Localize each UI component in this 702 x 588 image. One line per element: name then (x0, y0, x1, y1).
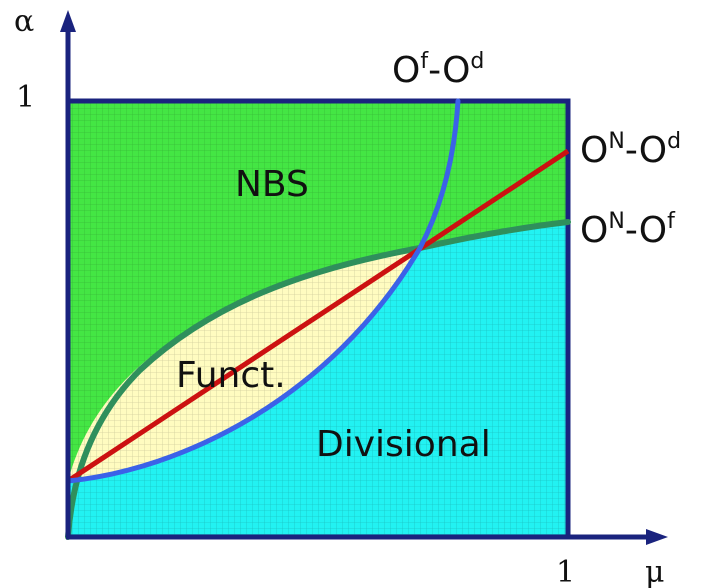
on-of-curve (65, 219, 571, 540)
on-of-label: ON-Of (580, 209, 676, 251)
x-axis-arrow (646, 529, 668, 545)
axes-group (60, 10, 668, 545)
x-axis-symbol: μ (645, 555, 665, 588)
functional-label: Funct. (176, 355, 286, 396)
on-od-label: ON-Od (580, 129, 681, 171)
grid-overlay (68, 101, 568, 537)
of-od-label: Of-Od (392, 49, 484, 91)
y-axis-symbol: α (14, 4, 34, 39)
nbs-label: NBS (235, 164, 309, 205)
x-tick-one: 1 (556, 555, 575, 588)
divisional-label: Divisional (316, 424, 491, 465)
regions-group (68, 101, 568, 537)
of-od-curve (65, 98, 461, 484)
on-od-curve (66, 148, 570, 484)
box-frame (68, 98, 571, 537)
y-axis-arrow (60, 10, 76, 32)
y-tick-one: 1 (16, 80, 35, 115)
